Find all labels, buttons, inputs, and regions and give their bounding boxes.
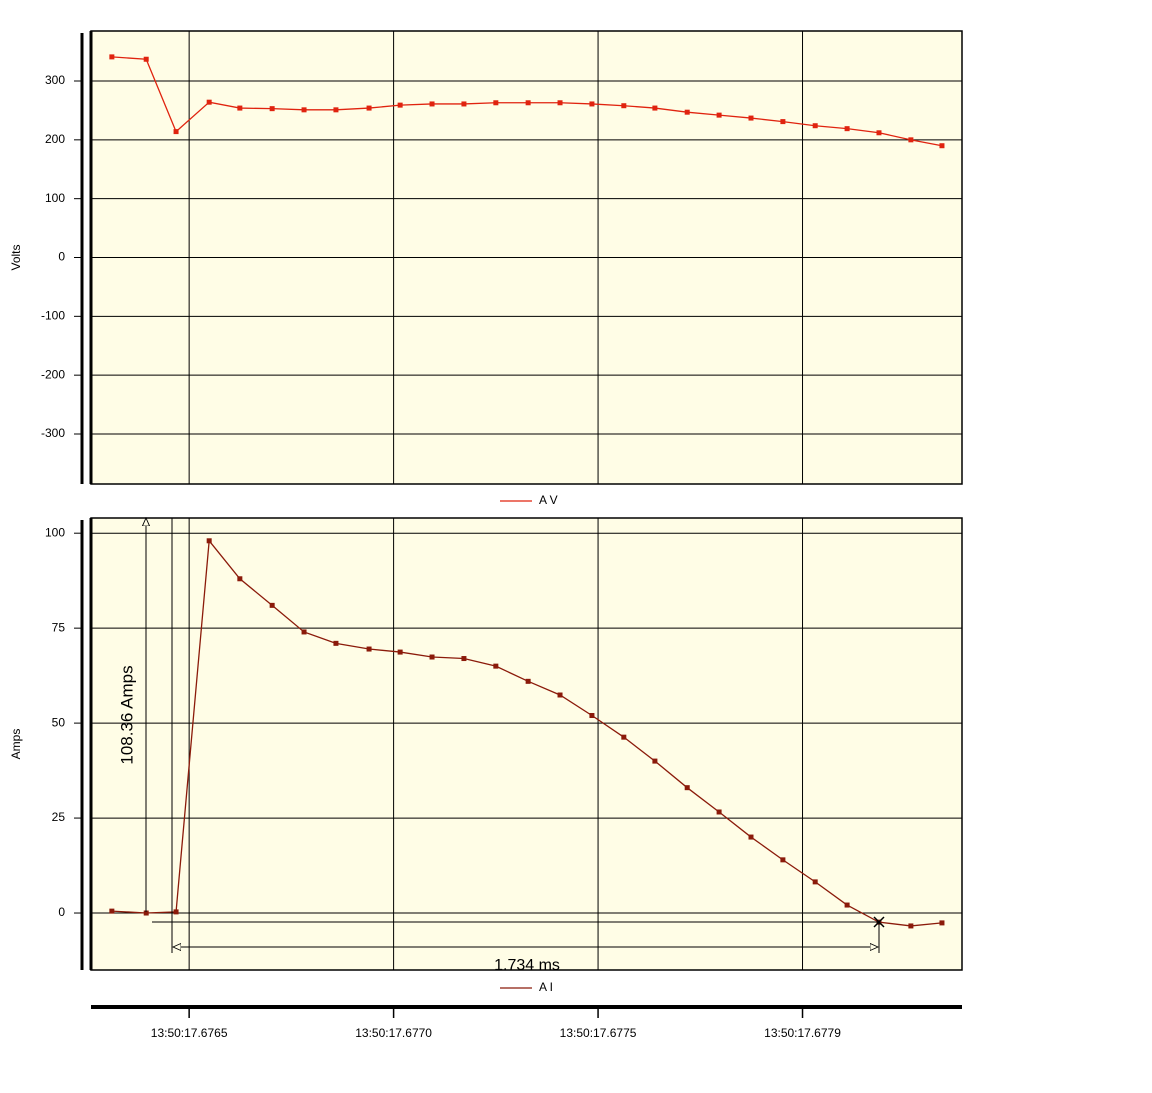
data-point <box>525 678 531 684</box>
data-point <box>748 115 754 121</box>
data-point <box>237 576 243 582</box>
data-point <box>333 640 339 646</box>
legend-label: A V <box>539 493 558 507</box>
data-point <box>557 692 563 698</box>
y-tick-label: 0 <box>58 905 65 919</box>
data-point <box>143 910 149 916</box>
data-point <box>301 107 307 113</box>
data-point <box>844 126 850 132</box>
y-axis-label: Amps <box>9 729 23 760</box>
data-point <box>269 106 275 112</box>
annotation: 108.36 Amps <box>117 665 136 764</box>
data-point <box>876 130 882 136</box>
x-tick-label: 13:50:17.6775 <box>560 1026 637 1040</box>
legend-label: A I <box>539 980 553 994</box>
data-point <box>237 105 243 111</box>
annotation: 1.734 ms <box>494 957 560 974</box>
data-point <box>589 713 595 719</box>
data-point <box>939 143 945 149</box>
data-point <box>716 112 722 118</box>
cursor-cross <box>873 916 885 928</box>
data-point <box>525 100 531 106</box>
data-point <box>333 107 339 113</box>
data-point <box>109 54 115 60</box>
y-tick-label: -100 <box>41 309 65 323</box>
y-tick-label: 75 <box>52 620 66 634</box>
data-point <box>652 758 658 764</box>
data-point <box>812 879 818 885</box>
data-point <box>429 654 435 660</box>
data-point <box>684 785 690 791</box>
data-point <box>780 857 786 863</box>
data-point <box>301 629 307 635</box>
x-tick-label: 13:50:17.6765 <box>151 1026 228 1040</box>
data-point <box>780 119 786 125</box>
y-tick-label: 200 <box>45 132 65 146</box>
y-tick-label: 100 <box>45 525 65 539</box>
data-point <box>143 56 149 62</box>
y-tick-label: 50 <box>52 715 66 729</box>
data-point <box>844 902 850 908</box>
data-point <box>493 100 499 106</box>
data-point <box>366 105 372 111</box>
data-point <box>269 602 275 608</box>
annotations: 108.36 Amps 1.734 ms <box>117 518 885 974</box>
data-point <box>812 123 818 129</box>
y-tick-label: 300 <box>45 73 65 87</box>
data-point <box>429 101 435 107</box>
data-point <box>366 646 372 652</box>
data-point <box>621 103 627 109</box>
x-tick-label: 13:50:17.6770 <box>355 1026 432 1040</box>
y-tick-label: -200 <box>41 367 65 381</box>
data-point <box>748 834 754 840</box>
y-tick-label: 0 <box>58 250 65 264</box>
data-point <box>461 101 467 107</box>
data-point <box>652 105 658 111</box>
data-point <box>109 908 115 914</box>
data-point <box>908 137 914 143</box>
data-point <box>621 734 627 740</box>
data-point <box>939 920 945 926</box>
data-point <box>173 909 179 915</box>
data-point <box>493 663 499 669</box>
y-tick-label: 25 <box>52 810 66 824</box>
data-point <box>716 809 722 815</box>
y-axis-label: Volts <box>9 244 23 270</box>
data-point <box>397 102 403 108</box>
data-point <box>397 649 403 655</box>
data-point <box>684 109 690 115</box>
data-point <box>908 923 914 929</box>
data-point <box>589 101 595 107</box>
x-tick-label: 13:50:17.6779 <box>764 1026 841 1040</box>
data-point <box>461 656 467 662</box>
plot-area <box>90 517 963 971</box>
data-point <box>206 99 212 105</box>
y-tick-label: 100 <box>45 191 65 205</box>
data-point <box>173 129 179 135</box>
data-point <box>557 100 563 106</box>
y-tick-label: -300 <box>41 426 65 440</box>
data-point <box>206 538 212 544</box>
